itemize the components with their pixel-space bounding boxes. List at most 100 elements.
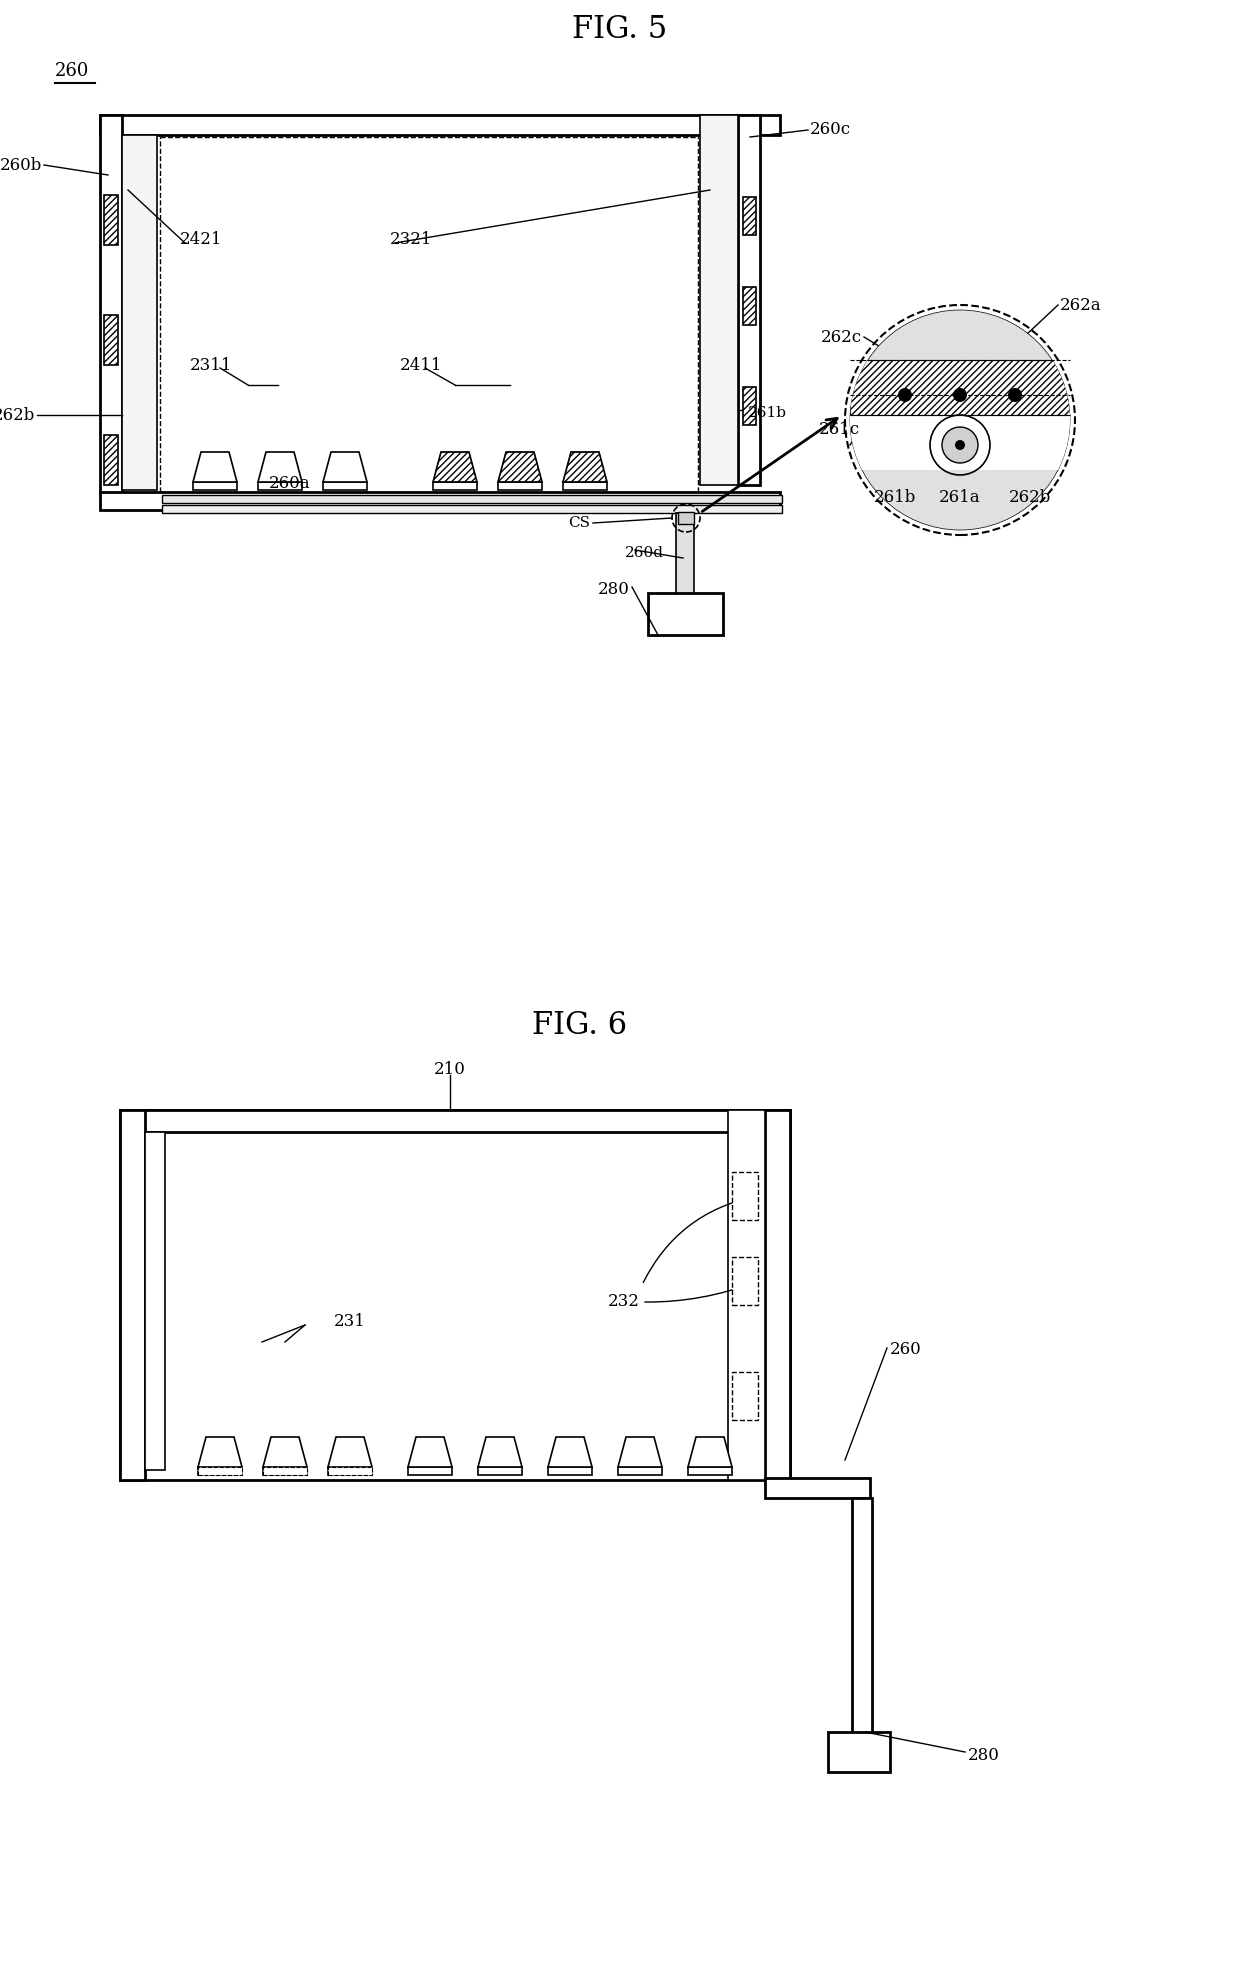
Polygon shape [618, 1436, 662, 1468]
Bar [100, 492, 780, 510]
Bar [676, 512, 694, 599]
Bar [849, 416, 1070, 471]
Polygon shape [322, 451, 367, 483]
Bar [193, 483, 237, 491]
Text: 262c: 262c [821, 329, 862, 345]
Bar [649, 593, 723, 634]
Bar [443, 453, 467, 465]
Bar [263, 1468, 308, 1476]
Polygon shape [198, 1436, 242, 1468]
Bar [120, 1109, 790, 1133]
Circle shape [954, 388, 967, 402]
Bar [698, 1438, 722, 1450]
Bar [339, 1438, 362, 1450]
Bar [498, 483, 542, 491]
Bar [573, 453, 596, 465]
Text: 260: 260 [55, 61, 89, 81]
Bar [732, 1257, 758, 1304]
Bar [743, 197, 756, 234]
Text: 232: 232 [608, 1294, 640, 1310]
Polygon shape [408, 1436, 453, 1468]
Text: FIG. 6: FIG. 6 [532, 1009, 627, 1040]
Text: 231: 231 [334, 1314, 366, 1330]
Bar [104, 435, 118, 485]
Bar [765, 1109, 790, 1479]
Bar [408, 1468, 453, 1476]
Bar [203, 453, 227, 465]
Bar [329, 1468, 372, 1476]
Text: 2411: 2411 [401, 357, 443, 374]
Text: 2311: 2311 [190, 357, 233, 374]
Polygon shape [193, 451, 237, 483]
Bar [548, 1468, 591, 1476]
Bar [701, 114, 738, 485]
Bar [273, 1438, 298, 1450]
Bar [120, 1109, 145, 1479]
Bar [489, 1438, 512, 1450]
Text: 262a: 262a [1060, 297, 1101, 313]
Circle shape [955, 439, 965, 449]
Text: 260c: 260c [810, 122, 851, 138]
Bar [743, 288, 756, 325]
Text: 262b: 262b [0, 406, 35, 424]
Bar [120, 1109, 790, 1479]
Bar [852, 1497, 872, 1736]
Bar [765, 1478, 870, 1497]
Circle shape [849, 309, 1070, 530]
Text: 280: 280 [968, 1747, 999, 1763]
Text: FIG. 5: FIG. 5 [573, 14, 667, 45]
Bar [258, 483, 303, 491]
Text: 210: 210 [434, 1062, 466, 1078]
Bar [104, 315, 118, 364]
Bar [162, 494, 782, 502]
Bar [100, 114, 122, 494]
Text: 260a: 260a [269, 475, 311, 491]
Bar [100, 114, 780, 136]
Text: CS: CS [568, 516, 590, 530]
Bar [198, 1468, 242, 1476]
Bar [563, 483, 608, 491]
Polygon shape [477, 1436, 522, 1468]
Bar [849, 361, 1070, 416]
Text: 2421: 2421 [180, 232, 222, 248]
Bar [162, 504, 782, 512]
Bar [738, 114, 760, 485]
Bar [322, 483, 367, 491]
Bar [268, 453, 291, 465]
Bar [433, 483, 477, 491]
Bar [732, 1172, 758, 1219]
Polygon shape [498, 451, 542, 483]
Circle shape [1008, 388, 1022, 402]
Bar [558, 1438, 582, 1450]
Bar [329, 1468, 372, 1476]
Bar [145, 1133, 165, 1470]
Bar [198, 1468, 242, 1476]
Text: 261b: 261b [748, 406, 787, 420]
Bar [263, 1468, 308, 1476]
Polygon shape [263, 1436, 308, 1468]
Text: 260d: 260d [625, 546, 663, 559]
Bar [828, 1732, 890, 1771]
Bar [678, 512, 694, 524]
Bar [732, 1371, 758, 1420]
Bar [743, 386, 756, 426]
Polygon shape [433, 451, 477, 483]
Text: 261c: 261c [818, 422, 861, 439]
Polygon shape [258, 451, 303, 483]
Text: 260b: 260b [0, 156, 42, 173]
Polygon shape [548, 1436, 591, 1468]
Text: 260: 260 [890, 1342, 921, 1359]
Bar [477, 1468, 522, 1476]
Bar [122, 136, 157, 491]
Bar [418, 1438, 441, 1450]
Text: 261b: 261b [874, 489, 916, 506]
Bar [334, 453, 357, 465]
Bar [728, 1109, 765, 1479]
Polygon shape [688, 1436, 732, 1468]
Bar [618, 1468, 662, 1476]
Text: 261a: 261a [939, 489, 981, 506]
Text: 280: 280 [598, 581, 630, 599]
Polygon shape [329, 1436, 372, 1468]
Circle shape [898, 388, 911, 402]
Text: 2321: 2321 [391, 232, 433, 248]
